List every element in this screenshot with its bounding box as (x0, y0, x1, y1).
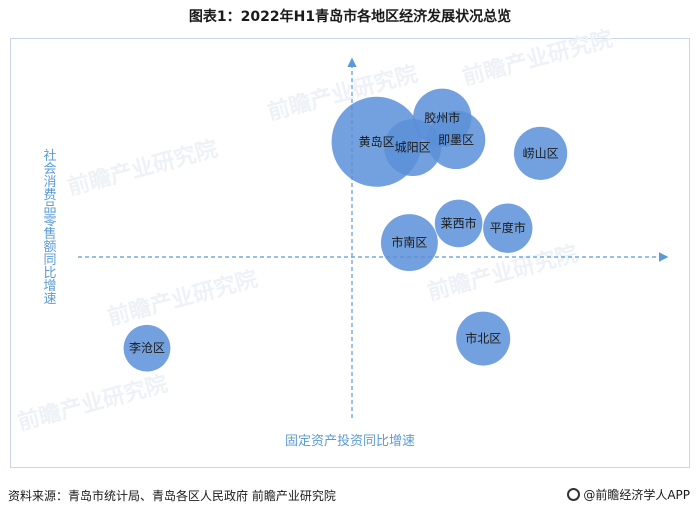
bubble-point (123, 324, 171, 372)
bubble-label: 胶州市 (424, 110, 460, 125)
brand-logo-icon (567, 488, 581, 501)
bubble-label: 即墨区 (438, 133, 474, 147)
chart-frame (10, 38, 690, 468)
watermark-text: 前瞻产业研究院 (15, 371, 170, 436)
bubble-label: 崂山区 (523, 146, 559, 160)
bubble-label: 市北区 (465, 331, 501, 346)
bubble-label: 黄岛区 (359, 134, 395, 149)
brand-text: @前瞻经济学人APP (583, 488, 690, 502)
bubble-point (380, 214, 438, 272)
bubble-point (456, 311, 511, 366)
bubble-label: 平度市 (490, 220, 526, 235)
bubble-label: 市南区 (391, 235, 427, 250)
x-axis-label: 固定资产投资同比增速 (284, 434, 415, 449)
watermark-text: 前瞻产业研究院 (105, 266, 260, 331)
bubble-label: 城阳区 (395, 141, 431, 155)
bubble-point (384, 119, 442, 177)
watermark-text: 前瞻产业研究院 (460, 26, 615, 91)
bubble-point (434, 199, 483, 248)
bubble-label: 莱西市 (441, 215, 477, 230)
bubble-point (513, 126, 568, 180)
brand-credit: @前瞻经济学人APP (567, 486, 690, 503)
bubble-point (426, 110, 486, 170)
chart-title: 图表1：2022年H1青岛市各地区经济发展状况总览 (188, 9, 512, 25)
bubble-label: 李沧区 (129, 340, 165, 355)
watermark-text: 前瞻产业研究院 (65, 136, 220, 201)
bubble-point (483, 203, 533, 253)
y-axis-label: 社会消费品零售额同比增速 (43, 149, 57, 307)
source-note: 资料来源：青岛市统计局、青岛各区人民政府 前瞻产业研究院 (8, 489, 336, 503)
